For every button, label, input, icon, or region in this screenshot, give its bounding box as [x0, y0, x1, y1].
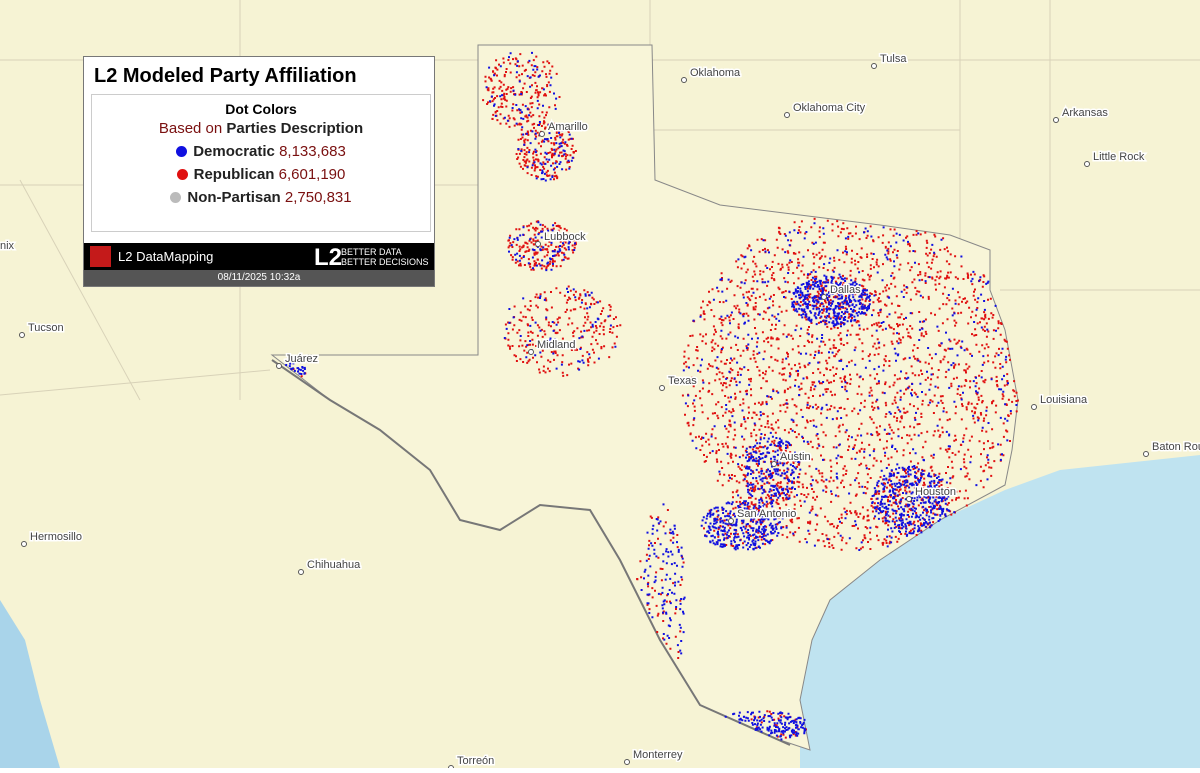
legend: L2 Modeled Party Affiliation Dot Colors … — [83, 56, 435, 287]
place-marker — [771, 461, 777, 467]
brand: L2 DataMapping — [118, 249, 214, 264]
entry-count: 6,601,190 — [278, 166, 346, 183]
place-label: Oklahoma City — [793, 102, 866, 114]
gulf — [800, 455, 1200, 768]
place-marker — [1084, 161, 1090, 167]
logo-icon — [90, 246, 111, 267]
place-marker — [906, 496, 912, 502]
tagline-1: BETTER DATA — [341, 247, 402, 257]
legend-title: L2 Modeled Party Affiliation — [94, 65, 357, 87]
pacific — [0, 600, 60, 768]
logo: L2 — [314, 244, 343, 271]
entry-name: Non-Partisan — [187, 189, 281, 206]
place-label: Louisiana — [1040, 394, 1088, 406]
place-label: Monterrey — [633, 749, 683, 761]
place-label: Juárez — [285, 353, 318, 365]
rio-grande — [271, 359, 791, 746]
place-label: Tucson — [28, 322, 64, 334]
place-label: Midland — [537, 339, 576, 351]
entry-name: Republican — [193, 166, 275, 183]
place-marker — [728, 518, 734, 524]
legend-body: Dot Colors Based on Parties Description … — [91, 94, 431, 232]
place-label: Little Rock — [1093, 151, 1145, 163]
place-label: Houston — [915, 486, 956, 498]
place-marker — [784, 112, 790, 118]
place-label: Dallas — [830, 284, 861, 296]
place-label: Texas — [668, 375, 697, 387]
place-label: Lubbock — [544, 231, 586, 243]
place-label: nix — [0, 240, 15, 252]
place-marker — [821, 294, 827, 300]
entries: Democratic 8,133,683 Republican 6,601,190… — [92, 143, 430, 206]
swatch — [176, 146, 188, 157]
place-marker — [659, 385, 665, 391]
subtitle: Dot Colors — [225, 101, 297, 117]
place-marker — [1143, 451, 1149, 457]
based-on: Based on Parties Description — [92, 120, 430, 137]
swatch — [170, 192, 182, 203]
entry-name: Democratic — [193, 143, 275, 160]
place-label: Austin — [780, 451, 811, 463]
place-marker — [539, 131, 545, 137]
place-label: Hermosillo — [30, 531, 82, 543]
place-label: Arkansas — [1062, 107, 1108, 119]
based-on-text: Based on — [158, 120, 223, 137]
place-label: Oklahoma — [690, 67, 741, 79]
place-marker — [528, 349, 534, 355]
footer: L2 DataMapping L2 BETTER DATA BETTER DECI… — [84, 243, 434, 271]
place-marker — [624, 759, 630, 765]
place-marker — [535, 241, 541, 247]
place-marker — [276, 363, 282, 369]
place-marker — [21, 541, 27, 547]
tagline: BETTER DATA BETTER DECISIONS — [341, 247, 429, 267]
place-marker — [19, 332, 25, 338]
timestamp: 08/11/2025 10:32a — [84, 270, 434, 286]
place-marker — [298, 569, 304, 575]
place-label: Baton Rouge — [1152, 441, 1200, 453]
place-label: San Antonio — [737, 508, 796, 520]
place-marker — [1031, 404, 1037, 410]
place-marker — [681, 77, 687, 83]
tagline-2: BETTER DECISIONS — [341, 257, 429, 267]
field: Parties Description — [226, 120, 364, 137]
legend-entry: Democratic 8,133,683 — [92, 143, 430, 160]
entry-count: 2,750,831 — [284, 189, 352, 206]
legend-entry: Non-Partisan 2,750,831 — [92, 189, 430, 206]
entry-count: 8,133,683 — [279, 143, 346, 160]
swatch — [176, 169, 188, 180]
place-labels: Oklahoma Tulsa Oklahoma City Arkansas Little… — [0, 52, 1200, 771]
legend-entry: Republican 6,601,190 — [92, 166, 430, 183]
place-marker — [871, 63, 877, 69]
place-label: Torreón — [457, 755, 494, 767]
place-label: Chihuahua — [307, 559, 361, 571]
place-label: Amarillo — [548, 121, 588, 133]
place-label: Tulsa — [880, 53, 907, 65]
place-marker — [1053, 117, 1059, 123]
